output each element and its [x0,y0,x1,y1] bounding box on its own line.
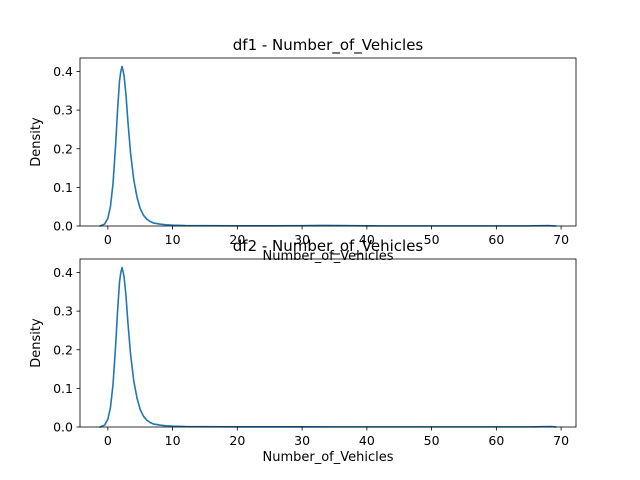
chart-title-df1: df1 - Number_of_Vehicles [233,36,424,55]
x-tick-label-df2: 60 [488,433,504,448]
y-axis-label-df1: Density [29,117,44,167]
x-tick-label-df2: 40 [359,433,375,448]
x-tick-label-df2: 20 [229,433,245,448]
y-tick-label-df2: 0.2 [53,342,73,357]
axes-frame-df1 [79,57,577,227]
y-tick-label-df1: 0.1 [53,180,73,195]
subplot-df1: 0 10 20 30 40 50 60 70 0.0 0.1 0.2 0.3 0.4 df1 - Nu… [29,36,577,264]
y-tick-label-df1: 0.0 [53,219,73,234]
subplot-df2: 0 10 20 30 40 50 60 70 0.0 0.1 0.2 0.3 0.4 df2 - Nu… [29,237,577,465]
y-tick-label-df1: 0.4 [53,64,73,79]
x-tick-label-df1: 50 [424,232,440,247]
x-axis-label-df1: Number_of_Vehicles [262,249,393,264]
x-tick-label-df2: 0 [104,433,112,448]
x-tick-label-df1: 60 [488,232,504,247]
x-tick-label-df1: 10 [165,232,181,247]
x-tick-label-df1: 30 [294,232,310,247]
x-tick-label-df2: 50 [424,433,440,448]
y-tick-label-df2: 0.3 [53,304,73,319]
y-tick-label-df2: 0.1 [53,381,73,396]
x-tick-label-df2: 10 [165,433,181,448]
x-tick-label-df2: 70 [553,433,569,448]
x-tick-label-df1: 0 [104,232,112,247]
chart-title-df2: df2 - Number_of_Vehicles [233,237,424,256]
x-tick-label-df1: 20 [229,232,245,247]
x-tick-label-df1: 70 [553,232,569,247]
x-tick-label-df2: 30 [294,433,310,448]
x-tick-label-df1: 40 [359,232,375,247]
y-axis-label-df2: Density [29,318,44,368]
x-axis-label-df2: Number_of_Vehicles [262,450,393,465]
y-tick-label-df1: 0.3 [53,103,73,118]
axes-frame-df2 [79,258,577,428]
y-tick-label-df1: 0.2 [53,141,73,156]
y-tick-label-df2: 0.4 [53,265,73,280]
y-tick-label-df2: 0.0 [53,420,73,435]
